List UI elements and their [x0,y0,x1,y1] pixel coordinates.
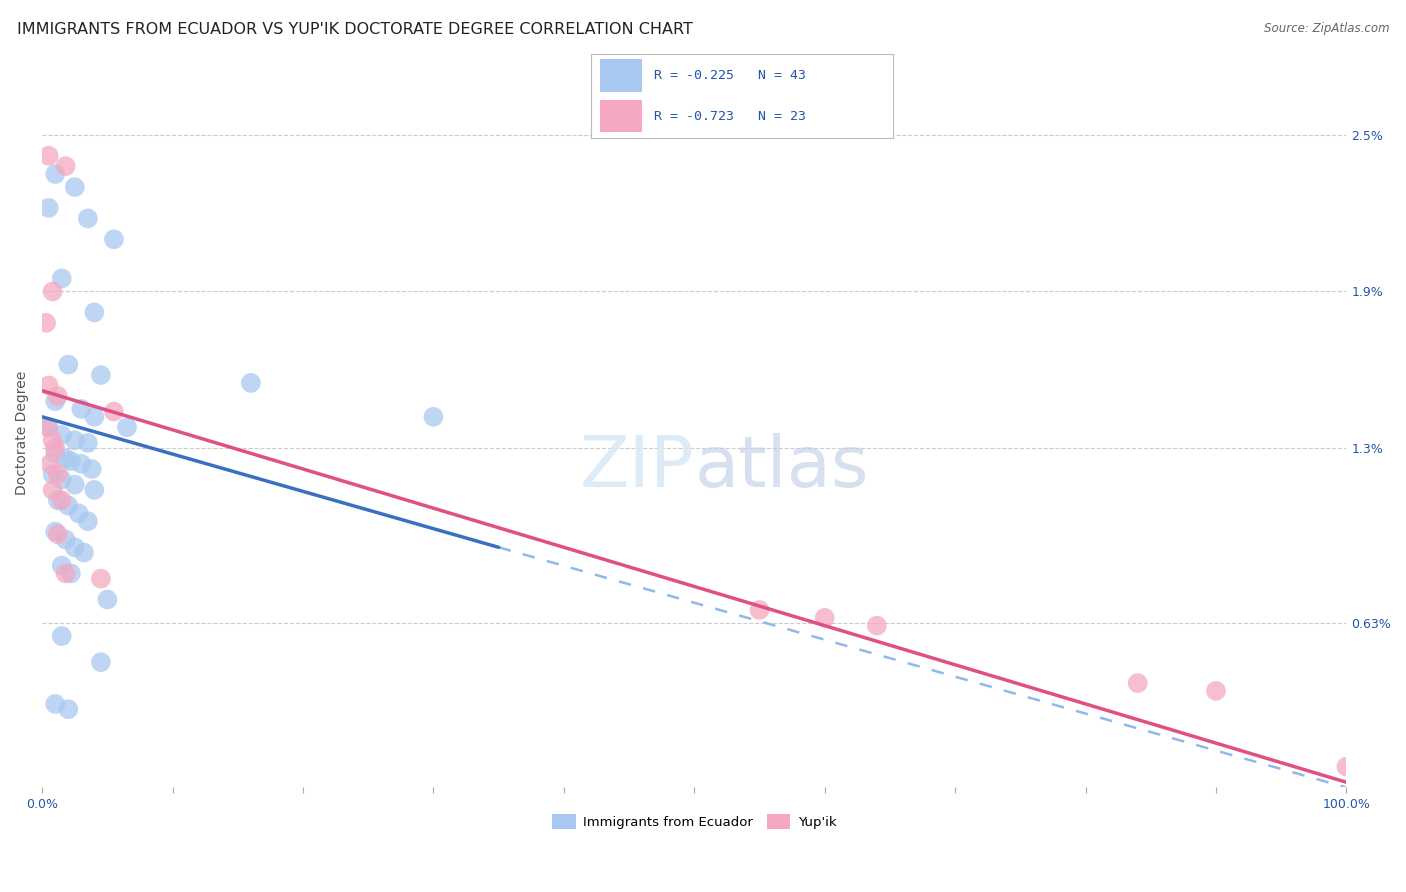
Point [55,566,77,581]
Point [63,541,86,555]
Point [39,457,62,471]
Point [38,149,60,163]
Point [41,434,63,448]
Point [44,446,66,460]
Text: R = -0.225   N = 43: R = -0.225 N = 43 [654,69,806,82]
Point [1336,759,1358,773]
Point [67,507,90,521]
Point [70,457,93,471]
Point [76,514,98,528]
Text: IMMIGRANTS FROM ECUADOR VS YUP'IK DOCTORATE DEGREE CORRELATION CHART: IMMIGRANTS FROM ECUADOR VS YUP'IK DOCTOR… [17,22,693,37]
Point [239,376,262,390]
Point [51,271,73,285]
Point [51,428,73,442]
Point [83,409,105,424]
Point [83,483,105,497]
Y-axis label: Doctorate Degree: Doctorate Degree [15,370,30,494]
Legend: Immigrants from Ecuador, Yup'ik: Immigrants from Ecuador, Yup'ik [547,809,842,834]
Point [103,232,125,246]
Text: atlas: atlas [695,434,869,502]
Point [46,493,69,508]
Point [38,201,60,215]
Point [37,420,59,434]
Point [58,358,80,372]
Point [80,462,103,476]
Point [1205,684,1227,698]
Point [422,409,444,424]
Point [96,592,118,607]
Point [51,473,73,487]
Point [814,611,837,625]
Point [1126,676,1149,690]
Point [55,451,77,466]
Point [55,159,77,173]
Point [70,401,93,416]
Point [44,394,66,409]
Point [59,454,82,468]
Point [51,629,73,643]
Point [83,305,105,319]
Point [41,467,63,482]
Point [115,420,138,434]
Point [51,558,73,573]
Point [90,368,112,382]
Bar [599,60,643,92]
Bar [599,100,643,132]
Point [51,493,73,508]
Point [44,441,66,455]
Point [41,483,63,497]
Point [38,420,60,434]
Point [63,180,86,194]
Point [63,434,86,448]
Point [103,404,125,418]
Point [46,527,69,541]
Point [46,467,69,482]
Point [44,697,66,711]
Text: R = -0.723   N = 23: R = -0.723 N = 23 [654,110,806,123]
Point [55,533,77,547]
Point [59,566,82,581]
Point [58,499,80,513]
Point [90,655,112,669]
Point [38,378,60,392]
Point [748,603,770,617]
Point [58,702,80,716]
Text: ZIP: ZIP [579,434,695,502]
Point [44,524,66,539]
Point [35,316,58,330]
Point [73,545,96,559]
Point [866,618,889,632]
Text: Source: ZipAtlas.com: Source: ZipAtlas.com [1264,22,1389,36]
Point [76,211,98,226]
Point [90,572,112,586]
Point [46,389,69,403]
Point [76,436,98,450]
Point [63,477,86,491]
Point [41,285,63,299]
Point [44,167,66,181]
